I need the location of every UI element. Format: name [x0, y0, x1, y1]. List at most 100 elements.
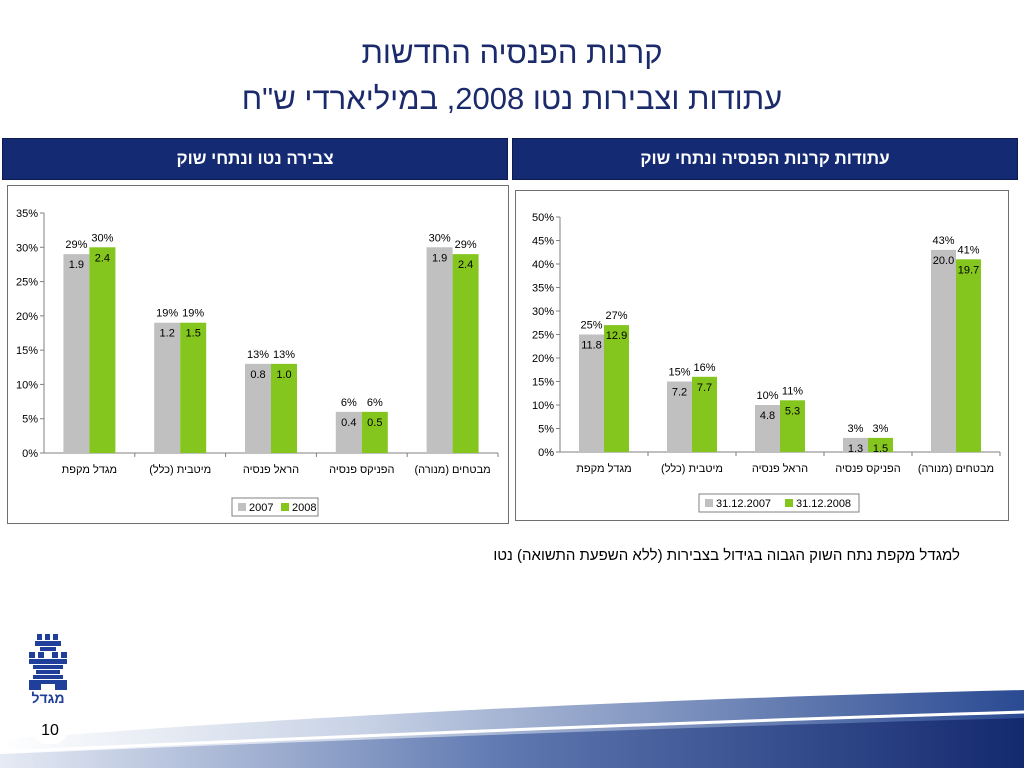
bar-2008-4 — [361, 411, 388, 453]
pct-label: 19% — [156, 308, 178, 320]
bar-31.12.2007-5 — [931, 249, 956, 452]
y-tick-label: 20% — [532, 353, 554, 365]
bar-2007-4 — [335, 411, 362, 453]
bar-2007-2 — [154, 322, 181, 453]
pct-label: 41% — [957, 244, 979, 256]
y-tick-label: 30% — [532, 306, 554, 318]
y-tick-label: 35% — [16, 208, 38, 220]
pct-label: 6% — [341, 397, 357, 409]
value-label: 2.4 — [458, 259, 473, 271]
x-tick-label: מיטבית (כלל) — [149, 463, 211, 476]
pct-label: 3% — [848, 423, 864, 435]
legend-swatch — [705, 499, 713, 507]
pct-label: 29% — [455, 239, 477, 251]
legend-label: 2008 — [292, 502, 316, 514]
value-label: 1.5 — [873, 443, 888, 455]
page-number: 10 — [33, 718, 67, 744]
pct-label: 13% — [273, 349, 295, 361]
value-label: 11.8 — [581, 340, 602, 352]
y-tick-label: 25% — [532, 330, 554, 342]
legend-box — [231, 497, 319, 517]
x-tick-label: מגדל מקפת — [62, 463, 117, 476]
legend-label: 31.12.2007 — [716, 498, 771, 510]
bar-31.12.2008-5 — [956, 259, 981, 452]
page-subtitle: עתודות וצבירות נטו 2008, במיליארדי ש"ח — [241, 81, 783, 116]
bar-2008-1 — [89, 247, 116, 453]
y-tick-label: 15% — [16, 345, 38, 357]
pct-label: 25% — [580, 320, 602, 332]
value-label: 5.3 — [785, 405, 800, 417]
panel-header-net-accumulation: צבירה נטו ונתחי שוק — [2, 138, 508, 180]
y-tick-label: 40% — [532, 259, 554, 271]
chart-pension-reserves-box: 0% 5% 10% 15% 20% 25% 30% 35% 40% 45% 50% מגדל מקפת… — [515, 190, 1009, 521]
chart-pension-reserves: 0% 5% 10% 15% 20% 25% 30% 35% 40% 45% 50% מגדל מקפת… — [532, 212, 1001, 513]
panel-header-pension-reserves: עתודות קרנות הפנסיה ונתחי שוק — [512, 138, 1018, 180]
value-label: 1.2 — [160, 328, 175, 340]
bar-31.12.2007-3 — [755, 405, 780, 452]
legend-box — [698, 493, 860, 513]
y-tick-label: 15% — [532, 377, 554, 389]
footer-wave — [0, 690, 1024, 768]
y-tick-label: 0% — [22, 448, 38, 460]
logo-text: מגדל — [31, 690, 65, 706]
y-tick-label: 10% — [532, 400, 554, 412]
legend: 31.12.2007 31.12.2008 — [698, 493, 860, 513]
y-tick-label: 20% — [16, 311, 38, 323]
pct-label: 16% — [693, 362, 715, 374]
value-label: 12.9 — [606, 330, 627, 342]
x-tick-label: מבטחים (מנורה) — [918, 463, 994, 475]
legend: 2007 2008 — [231, 497, 319, 517]
value-label: 0.8 — [250, 369, 265, 381]
bar-31.12.2008-1 — [604, 325, 629, 452]
value-label: 0.4 — [341, 417, 356, 429]
value-label: 1.5 — [186, 328, 201, 340]
bar-2007-3 — [245, 363, 271, 453]
x-tick-label: הראל פנסיה — [752, 462, 808, 475]
value-label: 7.7 — [697, 382, 712, 394]
x-tick-label: הראל פנסיה — [243, 463, 299, 476]
pct-label: 19% — [182, 308, 204, 320]
pct-label: 15% — [668, 367, 690, 379]
footnote: למגדל מקפת נתח השוק הגבוה בגידול בצבירות… — [493, 547, 960, 564]
value-label: 20.0 — [933, 255, 954, 267]
bar-2007-5 — [426, 247, 453, 453]
value-label: 1.3 — [848, 443, 863, 455]
legend-swatch — [238, 503, 246, 511]
bar-2008-2 — [180, 322, 207, 453]
y-tick-label: 0% — [538, 447, 554, 459]
value-label: 2.4 — [95, 252, 110, 264]
x-tick-label: מיטבית (כלל) — [661, 462, 723, 475]
bar-2008-5 — [452, 254, 479, 453]
x-tick-label: הפניקס פנסיה — [835, 463, 900, 475]
y-tick-label: 45% — [532, 236, 554, 248]
y-tick-label: 10% — [16, 379, 38, 391]
y-tick-label: 30% — [16, 242, 38, 254]
y-tick-label: 5% — [22, 414, 38, 426]
bar-31.12.2008-4 — [868, 437, 893, 452]
pct-label: 43% — [932, 235, 954, 247]
bar-31.12.2007-2 — [667, 381, 692, 452]
pct-label: 29% — [65, 239, 87, 251]
value-label: 1.9 — [432, 252, 447, 264]
legend-swatch — [281, 503, 289, 511]
y-tick-label: 35% — [532, 283, 554, 295]
chart-net-accumulation-box: 0% 5% 10% 15% 20% 25% 30% 35% מגדל מקפת 29% 1.9 30%… — [7, 185, 509, 524]
pct-label: 10% — [756, 390, 778, 402]
value-label: 1.0 — [276, 369, 291, 381]
pct-label: 30% — [429, 232, 451, 244]
value-label: 19.7 — [958, 264, 979, 276]
value-label: 7.2 — [672, 387, 687, 399]
bar-2007-1 — [63, 254, 90, 453]
bar-31.12.2008-2 — [692, 376, 717, 452]
value-label: 4.8 — [760, 410, 775, 422]
x-tick-label: מגדל מקפת — [576, 462, 631, 475]
y-tick-label: 5% — [538, 424, 554, 436]
y-tick-label: 50% — [532, 212, 554, 224]
legend-label: 31.12.2008 — [796, 498, 851, 510]
pct-label: 13% — [247, 349, 269, 361]
legend-swatch — [785, 499, 793, 507]
x-tick-label: הפניקס פנסיה — [329, 464, 394, 476]
bar-2008-3 — [271, 363, 297, 453]
pct-label: 27% — [605, 310, 627, 322]
bar-31.12.2007-1 — [579, 334, 604, 452]
